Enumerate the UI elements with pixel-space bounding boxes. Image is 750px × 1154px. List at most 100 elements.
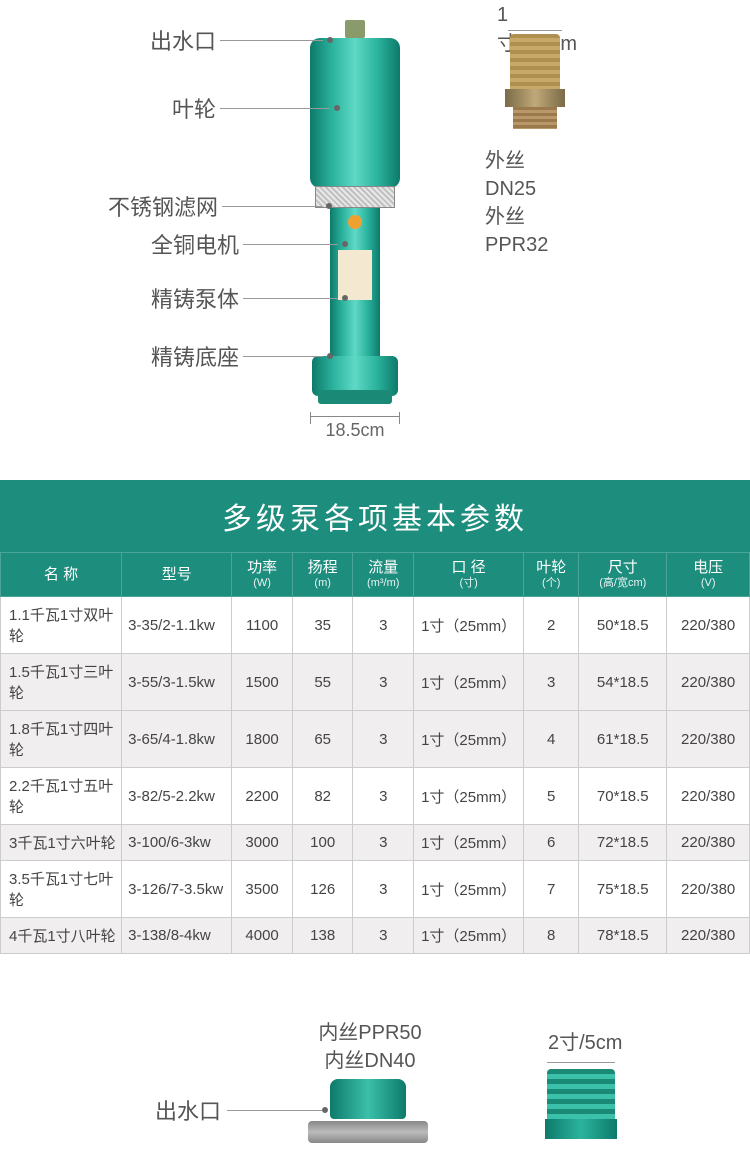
table-body: 1.1千瓦1寸双叶轮3-35/2-1.1kw11003531寸（25mm）250… xyxy=(1,597,750,954)
connector-dim-line xyxy=(508,30,562,31)
bottom-pump-top-shape xyxy=(330,1079,406,1119)
table-header-row: 名 称 型号 功率(W) 扬程(m) 流量(m³/m) 口 径(寸) 叶轮(个)… xyxy=(1,553,750,597)
bottom-conn-hex-shape xyxy=(545,1119,617,1139)
table-cell: 3-100/6-3kw xyxy=(122,825,232,861)
table-cell: 4000 xyxy=(232,918,293,954)
table-cell: 3 xyxy=(353,768,414,825)
table-row: 3.5千瓦1寸七叶轮3-126/7-3.5kw350012631寸（25mm）7… xyxy=(1,861,750,918)
table-cell: 220/380 xyxy=(667,711,750,768)
callout-base: 精铸底座 xyxy=(151,340,333,372)
callout-outlet-label: 出水口 xyxy=(150,24,216,56)
table-cell: 2.2千瓦1寸五叶轮 xyxy=(1,768,122,825)
table-row: 1.8千瓦1寸四叶轮3-65/4-1.8kw18006531寸（25mm）461… xyxy=(1,711,750,768)
th-head: 扬程(m) xyxy=(292,553,353,597)
table-cell: 3.5千瓦1寸七叶轮 xyxy=(1,861,122,918)
table-row: 1.5千瓦1寸三叶轮3-55/3-1.5kw15005531寸（25mm）354… xyxy=(1,654,750,711)
table-cell: 3 xyxy=(353,825,414,861)
table-cell: 1寸（25mm） xyxy=(414,768,524,825)
table-cell: 54*18.5 xyxy=(579,654,667,711)
th-impeller: 叶轮(个) xyxy=(524,553,579,597)
table-cell: 2 xyxy=(524,597,579,654)
callout-base-label: 精铸底座 xyxy=(151,340,239,372)
bottom-connector-dim-line xyxy=(547,1062,615,1063)
callout-impeller-label: 叶轮 xyxy=(172,92,216,124)
table-cell: 3-126/7-3.5kw xyxy=(122,861,232,918)
bottom-connector-label: 2寸/5cm xyxy=(548,1026,622,1055)
table-cell: 1500 xyxy=(232,654,293,711)
table-cell: 3-65/4-1.8kw xyxy=(122,711,232,768)
bottom-callout-outlet: 出水口 xyxy=(155,1094,328,1126)
table-cell: 220/380 xyxy=(667,768,750,825)
table-cell: 2200 xyxy=(232,768,293,825)
table-cell: 220/380 xyxy=(667,597,750,654)
table-cell: 1寸（25mm） xyxy=(414,918,524,954)
table-cell: 3千瓦1寸六叶轮 xyxy=(1,825,122,861)
bottom-pump-flange-shape xyxy=(308,1121,428,1143)
table-cell: 70*18.5 xyxy=(579,768,667,825)
table-cell: 7 xyxy=(524,861,579,918)
table-cell: 55 xyxy=(292,654,353,711)
table-row: 1.1千瓦1寸双叶轮3-35/2-1.1kw11003531寸（25mm）250… xyxy=(1,597,750,654)
motor-badge xyxy=(348,215,362,229)
callout-motor: 全铜电机 xyxy=(151,228,348,260)
table-cell: 1寸（25mm） xyxy=(414,597,524,654)
bottom-pump-illustration xyxy=(330,1079,428,1143)
table-cell: 1.8千瓦1寸四叶轮 xyxy=(1,711,122,768)
table-cell: 220/380 xyxy=(667,825,750,861)
table-cell: 78*18.5 xyxy=(579,918,667,954)
th-size: 尺寸(高/宽cm) xyxy=(579,553,667,597)
table-cell: 100 xyxy=(292,825,353,861)
table-cell: 3000 xyxy=(232,825,293,861)
table-cell: 1寸（25mm） xyxy=(414,711,524,768)
bottom-spec-1: 内丝PPR50 xyxy=(300,1019,440,1047)
table-cell: 8 xyxy=(524,918,579,954)
callout-impeller: 叶轮 xyxy=(172,92,340,124)
table-cell: 220/380 xyxy=(667,918,750,954)
th-voltage: 电压(V) xyxy=(667,553,750,597)
connector-thread-shape xyxy=(510,34,560,89)
bottom-outlet-label: 出水口 xyxy=(155,1094,221,1126)
table-cell: 4 xyxy=(524,711,579,768)
table-cell: 72*18.5 xyxy=(579,825,667,861)
table-cell: 3500 xyxy=(232,861,293,918)
callout-outlet: 出水口 xyxy=(150,24,333,56)
width-dim-line xyxy=(310,416,400,417)
th-model: 型号 xyxy=(122,553,232,597)
base-ring-shape xyxy=(318,390,392,404)
table-cell: 1800 xyxy=(232,711,293,768)
connector-spec-labels: 外丝DN25 外丝PPR32 xyxy=(485,147,548,259)
table-cell: 4千瓦1寸八叶轮 xyxy=(1,918,122,954)
table-cell: 3 xyxy=(353,918,414,954)
top-diagram: 18.5cm 出水口 叶轮 不锈钢滤网 全铜电机 精铸泵体 精铸底座 1寸/2.… xyxy=(0,0,750,480)
table-cell: 35 xyxy=(292,597,353,654)
pump-outlet-shape xyxy=(345,20,365,38)
table-cell: 3 xyxy=(353,654,414,711)
callout-filter: 不锈钢滤网 xyxy=(108,190,332,222)
th-power: 功率(W) xyxy=(232,553,293,597)
table-row: 4千瓦1寸八叶轮3-138/8-4kw400013831寸（25mm）878*1… xyxy=(1,918,750,954)
bottom-spec-2: 内丝DN40 xyxy=(300,1047,440,1075)
table-cell: 1.5千瓦1寸三叶轮 xyxy=(1,654,122,711)
table-cell: 1寸（25mm） xyxy=(414,861,524,918)
table-cell: 3 xyxy=(353,711,414,768)
width-dimension: 18.5cm xyxy=(310,420,400,441)
bottom-center-labels: 内丝PPR50 内丝DN40 xyxy=(300,1019,440,1075)
table-cell: 3 xyxy=(353,861,414,918)
table-cell: 126 xyxy=(292,861,353,918)
table-cell: 1寸（25mm） xyxy=(414,654,524,711)
table-cell: 3 xyxy=(524,654,579,711)
table-cell: 82 xyxy=(292,768,353,825)
connector-body xyxy=(505,34,565,134)
table-cell: 220/380 xyxy=(667,861,750,918)
table-cell: 220/380 xyxy=(667,654,750,711)
callout-filter-label: 不锈钢滤网 xyxy=(108,190,218,222)
th-name: 名 称 xyxy=(1,553,122,597)
connector-spec-1: 外丝DN25 xyxy=(485,147,548,203)
spec-table-section: 多级泵各项基本参数 名 称 型号 功率(W) 扬程(m) 流量(m³/m) 口 … xyxy=(0,480,750,954)
table-cell: 61*18.5 xyxy=(579,711,667,768)
table-row: 3千瓦1寸六叶轮3-100/6-3kw300010031寸（25mm）672*1… xyxy=(1,825,750,861)
connector-hex-shape xyxy=(505,89,565,107)
table-cell: 3-138/8-4kw xyxy=(122,918,232,954)
bottom-connector-illustration xyxy=(545,1069,617,1141)
callout-pump-body-label: 精铸泵体 xyxy=(151,282,239,314)
